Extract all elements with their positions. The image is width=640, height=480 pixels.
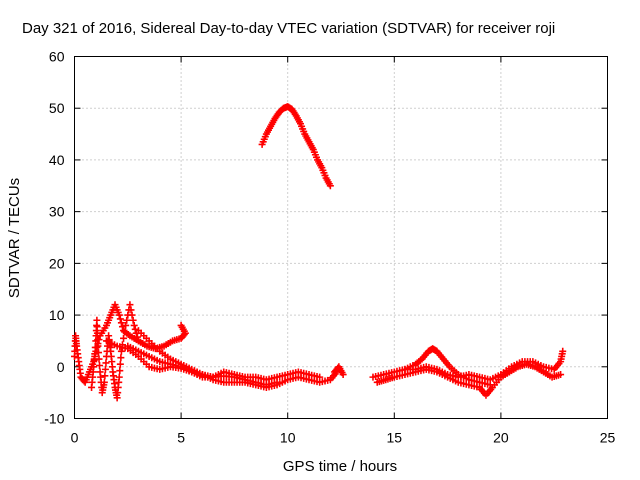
data-point <box>96 361 104 369</box>
x-tick-label: 25 <box>600 430 616 446</box>
axis-ticks: 0 5 10 15 20 25 -10 0 10 20 30 40 50 60 <box>44 49 615 446</box>
data-point <box>129 316 137 324</box>
y-tick-label: 60 <box>49 49 65 65</box>
data-point <box>120 334 128 342</box>
data-point <box>90 356 98 364</box>
data-point <box>117 319 125 327</box>
data-point <box>118 323 126 331</box>
data-point <box>91 350 99 358</box>
data-point <box>131 325 139 333</box>
data-point <box>94 349 102 357</box>
data-point <box>559 347 567 355</box>
data-point <box>117 347 125 355</box>
series-arc-early-1 <box>71 301 189 386</box>
data-point <box>100 378 108 386</box>
data-point <box>133 333 141 341</box>
series-arc-early-4 <box>134 327 341 391</box>
data-point <box>115 373 123 381</box>
x-tick-label: 5 <box>177 430 185 446</box>
data-point <box>93 329 101 337</box>
data-point <box>116 367 124 375</box>
plot-frame <box>74 56 608 419</box>
series-arc-noon <box>331 363 347 379</box>
data-point <box>94 342 102 350</box>
data-point <box>121 328 129 336</box>
data-point <box>339 371 347 379</box>
series-arc-early-2 <box>88 301 142 402</box>
data-point <box>123 316 131 324</box>
data-point <box>101 365 109 373</box>
data-point <box>122 321 130 329</box>
data-point <box>93 316 101 324</box>
y-tick-label: 10 <box>49 307 65 323</box>
y-tick-label: 20 <box>49 255 65 271</box>
data-marks <box>71 103 567 402</box>
data-point <box>126 301 134 309</box>
data-point <box>90 363 98 371</box>
y-tick-label: 40 <box>49 152 65 168</box>
data-point <box>177 321 185 329</box>
data-point <box>102 359 110 367</box>
data-point <box>101 372 109 380</box>
series-arc-afternoon-3 <box>401 347 567 384</box>
x-axis-label: GPS time / hours <box>283 458 397 475</box>
series-arc-early-5 <box>124 342 324 384</box>
data-point <box>94 336 102 344</box>
y-tick-label: 30 <box>49 204 65 220</box>
data-point <box>127 306 135 314</box>
y-tick-label: -10 <box>44 411 64 427</box>
data-point <box>115 311 123 319</box>
series-arc-early-3 <box>102 337 281 389</box>
data-point <box>130 321 138 329</box>
data-point <box>134 337 142 345</box>
data-point <box>316 373 324 381</box>
data-point <box>117 354 125 362</box>
x-tick-label: 0 <box>71 430 79 446</box>
y-tick-label: 0 <box>57 359 65 375</box>
data-point <box>116 315 124 323</box>
data-point <box>93 323 101 331</box>
x-tick-label: 15 <box>387 430 403 446</box>
x-tick-label: 20 <box>493 430 509 446</box>
data-point <box>128 311 136 319</box>
y-tick-label: 50 <box>49 100 65 116</box>
data-point <box>557 371 565 379</box>
data-point <box>326 182 334 190</box>
data-point <box>116 360 124 368</box>
data-point <box>95 355 103 363</box>
chart-title: Day 321 of 2016, Sidereal Day-to-day VTE… <box>22 20 555 37</box>
series-arc-peak <box>258 103 334 190</box>
y-axis-label: SDTVAR / TECUs <box>6 178 23 298</box>
x-tick-label: 10 <box>280 430 296 446</box>
